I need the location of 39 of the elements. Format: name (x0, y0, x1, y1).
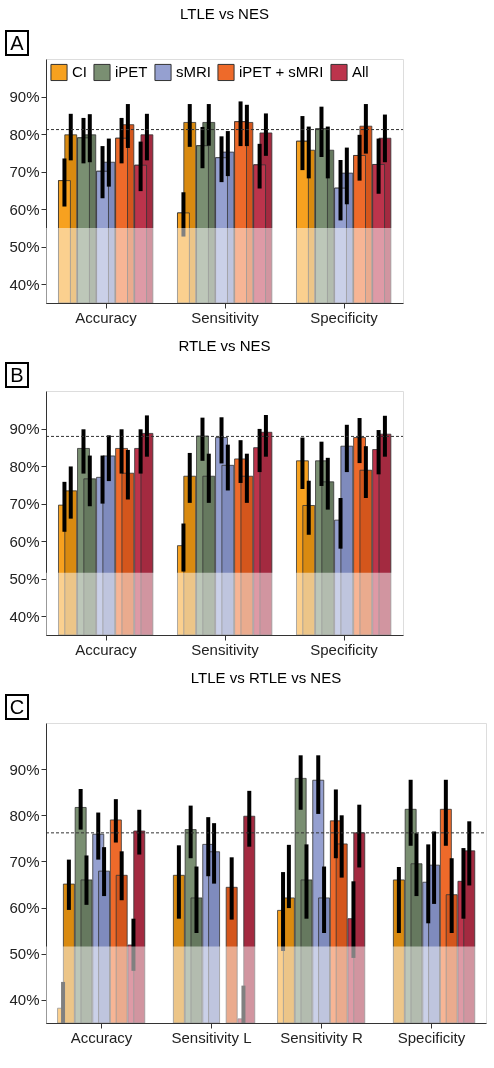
y-tick-label: 90% (9, 88, 40, 106)
y-tick-label: 90% (9, 760, 40, 778)
y-tick-label: 90% (9, 420, 40, 438)
y-tick-label: 70% (9, 163, 40, 181)
y-tick-label: 60% (9, 200, 40, 218)
x-tick-label: Accuracy (70, 1028, 133, 1046)
legend-label: All (352, 63, 369, 81)
y-tick-label: 60% (9, 899, 40, 917)
legend-label: iPET (115, 63, 148, 81)
chart-title: LTLE vs RTLE vs NES (190, 669, 342, 686)
y-tick-label: 70% (9, 495, 40, 513)
y-tick-label: 40% (9, 991, 40, 1009)
y-tick-label: 80% (9, 457, 40, 475)
x-tick-label: Accuracy (75, 640, 138, 658)
y-tick-label: 70% (9, 852, 40, 870)
x-tick-label: Sensitivity R (280, 1028, 363, 1046)
x-tick-label: Sensitivity (191, 640, 260, 658)
legend-label: sMRI (176, 63, 211, 81)
y-tick-label: 50% (9, 570, 40, 588)
x-tick-label: Accuracy (75, 308, 138, 326)
y-tick-label: 50% (9, 945, 40, 963)
y-tick-label: 40% (9, 275, 40, 293)
x-tick-label: Sensitivity L (171, 1028, 252, 1046)
legend-label: CI (72, 63, 87, 81)
x-tick-label: Sensitivity (191, 308, 260, 326)
x-tick-label: Specificity (310, 308, 379, 326)
chart-title: LTLE vs NES (180, 5, 269, 22)
y-tick-label: 60% (9, 532, 40, 550)
chart-title: RTLE vs NES (178, 337, 271, 354)
x-tick-label: Specificity (310, 640, 379, 658)
x-tick-label: Specificity (397, 1028, 466, 1046)
y-tick-label: 40% (9, 607, 40, 625)
y-tick-label: 80% (9, 806, 40, 824)
text: A (10, 32, 25, 54)
text: B (10, 364, 24, 386)
y-tick-label: 50% (9, 238, 40, 256)
y-tick-label: 80% (9, 125, 40, 143)
text: C (9, 696, 25, 718)
legend-label: iPET + sMRI (239, 63, 324, 81)
